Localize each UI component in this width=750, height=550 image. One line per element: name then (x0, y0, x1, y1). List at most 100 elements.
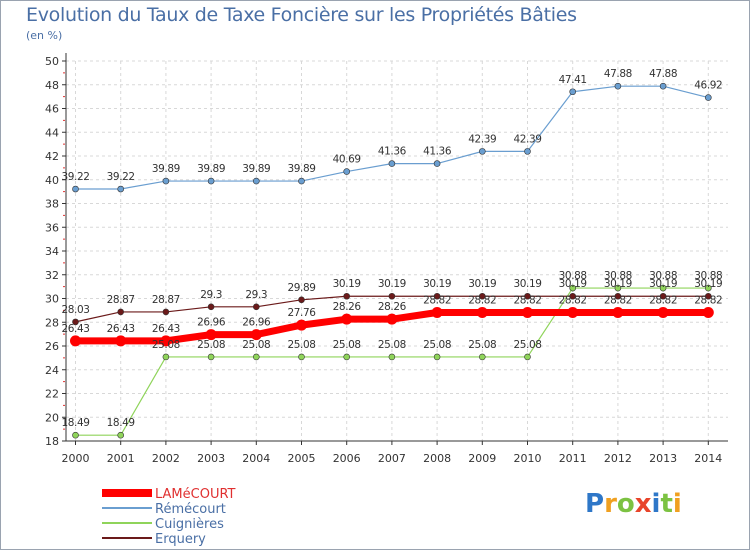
data-point (252, 303, 260, 311)
data-label: 30.88 (604, 270, 632, 282)
data-label: 29.3 (245, 289, 267, 301)
y-tick-label: 44 (45, 126, 59, 139)
x-tick-label: 2010 (514, 452, 542, 465)
data-label: 25.08 (468, 339, 496, 351)
y-tick-label: 22 (45, 388, 59, 401)
logo-letter: i (672, 489, 682, 519)
data-point (388, 353, 396, 361)
data-point (522, 307, 533, 319)
data-point (207, 177, 215, 185)
data-label: 39.22 (61, 171, 89, 183)
y-tick-label: 42 (45, 150, 59, 163)
data-label: 30.88 (559, 270, 587, 282)
data-label: 28.26 (378, 301, 407, 313)
data-label: 29.89 (287, 282, 315, 294)
data-point (524, 292, 531, 300)
data-label: 28.82 (559, 295, 587, 307)
data-point (205, 329, 217, 341)
data-point (388, 160, 396, 167)
data-point (252, 353, 260, 361)
data-label: 25.08 (152, 339, 180, 351)
data-point (569, 292, 577, 300)
data-label: 39.89 (152, 163, 180, 175)
data-point (567, 307, 579, 319)
x-tick-label: 2000 (62, 452, 90, 465)
data-point (478, 148, 486, 155)
data-label: 30.88 (649, 270, 677, 282)
data-point (659, 284, 667, 292)
logo-letter: r (604, 489, 617, 519)
data-point (702, 307, 714, 319)
data-label: 41.36 (423, 146, 452, 158)
data-point (162, 308, 170, 316)
data-label: 29.3 (200, 289, 222, 301)
data-label: 28.82 (513, 295, 541, 307)
y-tick-label: 34 (45, 245, 59, 258)
data-point (298, 353, 305, 361)
data-point (162, 177, 170, 185)
data-label: 41.36 (378, 146, 407, 158)
data-label: 28.82 (468, 295, 496, 307)
data-point (704, 284, 712, 292)
legend-label: Cuignières (155, 517, 224, 532)
data-point (433, 160, 441, 167)
data-point (433, 292, 441, 300)
data-label: 42.39 (468, 133, 496, 145)
data-point (569, 284, 577, 292)
data-label: 30.19 (604, 278, 632, 290)
x-tick-label: 2008 (423, 452, 451, 465)
data-label: 26.43 (107, 323, 135, 335)
data-label: 28.87 (152, 294, 180, 306)
data-point (162, 353, 170, 361)
y-tick-label: 30 (45, 293, 59, 306)
data-label: 30.19 (378, 278, 406, 290)
data-point (343, 353, 351, 361)
data-point (341, 313, 353, 325)
y-tick-label: 36 (45, 221, 59, 234)
data-label: 26.43 (152, 323, 180, 335)
data-point (117, 308, 124, 316)
data-point (478, 353, 486, 361)
x-tick-label: 2003 (197, 452, 225, 465)
data-point (117, 185, 124, 193)
data-label: 26.96 (197, 317, 226, 329)
data-point (431, 307, 443, 319)
data-point (614, 284, 622, 292)
logo-letter: o (616, 489, 635, 519)
logo-letter: x (634, 489, 652, 519)
data-label: 26.96 (242, 317, 271, 329)
logo-letter: t (660, 489, 673, 519)
data-point (478, 292, 486, 300)
legend-label: Rémécourt (155, 502, 226, 517)
data-point (657, 307, 669, 319)
x-tick-label: 2006 (333, 452, 361, 465)
data-point (70, 335, 81, 347)
data-label: 25.08 (242, 339, 270, 351)
y-tick-label: 24 (45, 364, 59, 377)
data-point (250, 329, 262, 341)
proxiti-logo: Proxiti (585, 489, 682, 519)
data-label: 28.82 (423, 295, 451, 307)
data-label: 25.08 (378, 339, 406, 351)
x-tick-label: 2004 (242, 452, 270, 465)
y-tick-label: 40 (45, 174, 59, 187)
data-point (72, 318, 79, 326)
logo-letter: P (585, 489, 605, 519)
y-tick-label: 38 (45, 198, 59, 211)
y-tick-label: 50 (45, 55, 59, 68)
data-label: 28.87 (107, 294, 135, 306)
data-label: 30.19 (559, 278, 587, 290)
data-point (433, 353, 441, 361)
x-tick-label: 2009 (468, 452, 496, 465)
data-label: 25.08 (513, 339, 541, 351)
data-label: 28.03 (61, 304, 89, 316)
data-point (72, 185, 79, 193)
data-point (343, 168, 351, 175)
data-label: 26.43 (61, 323, 89, 335)
x-tick-label: 2002 (152, 452, 180, 465)
data-point (659, 82, 667, 90)
data-label: 25.08 (287, 339, 315, 351)
data-label: 42.39 (513, 133, 541, 145)
data-point (614, 292, 622, 300)
data-point (207, 353, 215, 361)
